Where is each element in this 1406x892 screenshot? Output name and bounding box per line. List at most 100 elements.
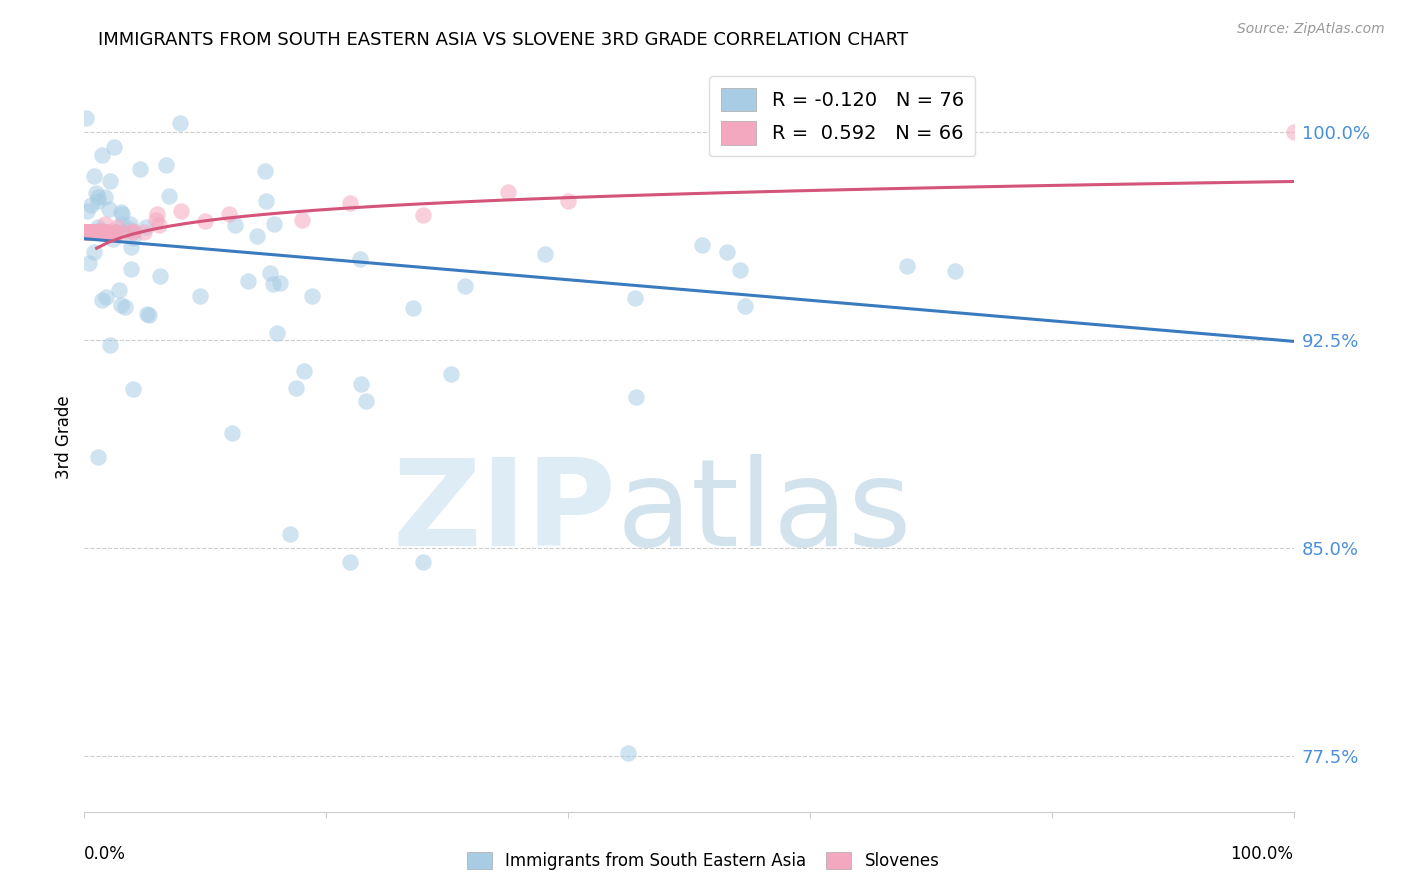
Point (84, 225, 107, 239)
Point (79, 225, 101, 239)
Point (94, 290, 117, 304)
Point (76, 225, 98, 239)
Text: Source: ZipAtlas.com: Source: ZipAtlas.com (1237, 22, 1385, 37)
Point (77, 225, 100, 239)
Point (96, 225, 118, 239)
Point (169, 116, 191, 130)
Point (76, 225, 98, 239)
Point (136, 307, 159, 321)
Text: ZIP: ZIP (392, 453, 616, 571)
Point (145, 213, 167, 227)
Point (98, 174, 121, 188)
Point (149, 269, 172, 284)
Point (86, 225, 108, 239)
Point (83, 225, 105, 239)
Point (454, 279, 477, 293)
Point (97, 225, 120, 239)
Point (112, 225, 135, 239)
Point (80, 225, 103, 239)
Text: atlas: atlas (616, 453, 912, 571)
Point (103, 225, 125, 239)
Point (94, 190, 117, 204)
Point (103, 232, 125, 246)
Point (496, 186, 519, 200)
Point (412, 555, 434, 569)
Point (87, 219, 110, 234)
Point (132, 225, 155, 239)
Point (266, 326, 288, 341)
Point (75, 225, 97, 239)
Point (728, 263, 751, 277)
Legend: Immigrants from South Eastern Asia, Slovenes: Immigrants from South Eastern Asia, Slov… (460, 845, 946, 877)
Point (122, 231, 145, 245)
Point (83, 245, 105, 260)
Point (301, 288, 323, 302)
Point (96, 225, 118, 239)
Point (128, 161, 150, 176)
Point (224, 218, 246, 232)
Point (100, 338, 122, 352)
Text: 100.0%: 100.0% (1230, 846, 1294, 863)
Point (87, 450, 110, 465)
Point (82, 225, 104, 239)
Point (148, 218, 170, 232)
Point (624, 390, 647, 404)
Point (82, 225, 104, 239)
Point (114, 301, 136, 315)
Point (146, 207, 169, 221)
Point (218, 207, 240, 221)
Point (943, 264, 966, 278)
Point (617, 747, 640, 761)
Point (294, 364, 316, 378)
Point (82, 225, 104, 239)
Point (412, 208, 434, 222)
Point (90, 148, 112, 162)
Text: 0.0%: 0.0% (84, 846, 127, 863)
Point (1282, 125, 1305, 139)
Y-axis label: 3rd Grade: 3rd Grade (55, 395, 73, 479)
Point (221, 426, 243, 441)
Point (75, 225, 97, 239)
Point (105, 220, 128, 235)
Point (105, 225, 128, 239)
Point (94, 217, 117, 231)
Point (87, 225, 110, 239)
Point (111, 207, 134, 221)
Point (155, 158, 177, 172)
Point (135, 220, 157, 235)
Point (77, 225, 100, 239)
Point (77, 225, 100, 239)
Point (80, 225, 103, 239)
Point (278, 527, 301, 541)
Point (262, 277, 284, 291)
Point (624, 291, 647, 305)
Point (285, 381, 308, 395)
Point (98, 202, 121, 216)
Point (75, 225, 97, 239)
Point (79, 225, 101, 239)
Point (246, 228, 269, 243)
Point (82, 225, 104, 239)
Point (94, 225, 117, 239)
Point (259, 266, 281, 280)
Point (557, 194, 579, 208)
Point (349, 252, 371, 267)
Point (76, 225, 98, 239)
Point (76, 203, 98, 218)
Point (89, 223, 111, 237)
Point (90, 293, 112, 307)
Point (339, 196, 361, 211)
Point (188, 289, 211, 303)
Point (354, 393, 377, 408)
Point (103, 140, 125, 154)
Point (110, 297, 132, 311)
Point (76, 225, 98, 239)
Point (75, 225, 97, 239)
Point (120, 240, 142, 254)
Point (118, 221, 141, 235)
Point (97, 225, 120, 239)
Point (83, 169, 105, 184)
Point (194, 213, 217, 227)
Legend: R = -0.120   N = 76, R =  0.592   N = 66: R = -0.120 N = 76, R = 0.592 N = 66 (710, 76, 976, 156)
Point (350, 377, 373, 392)
